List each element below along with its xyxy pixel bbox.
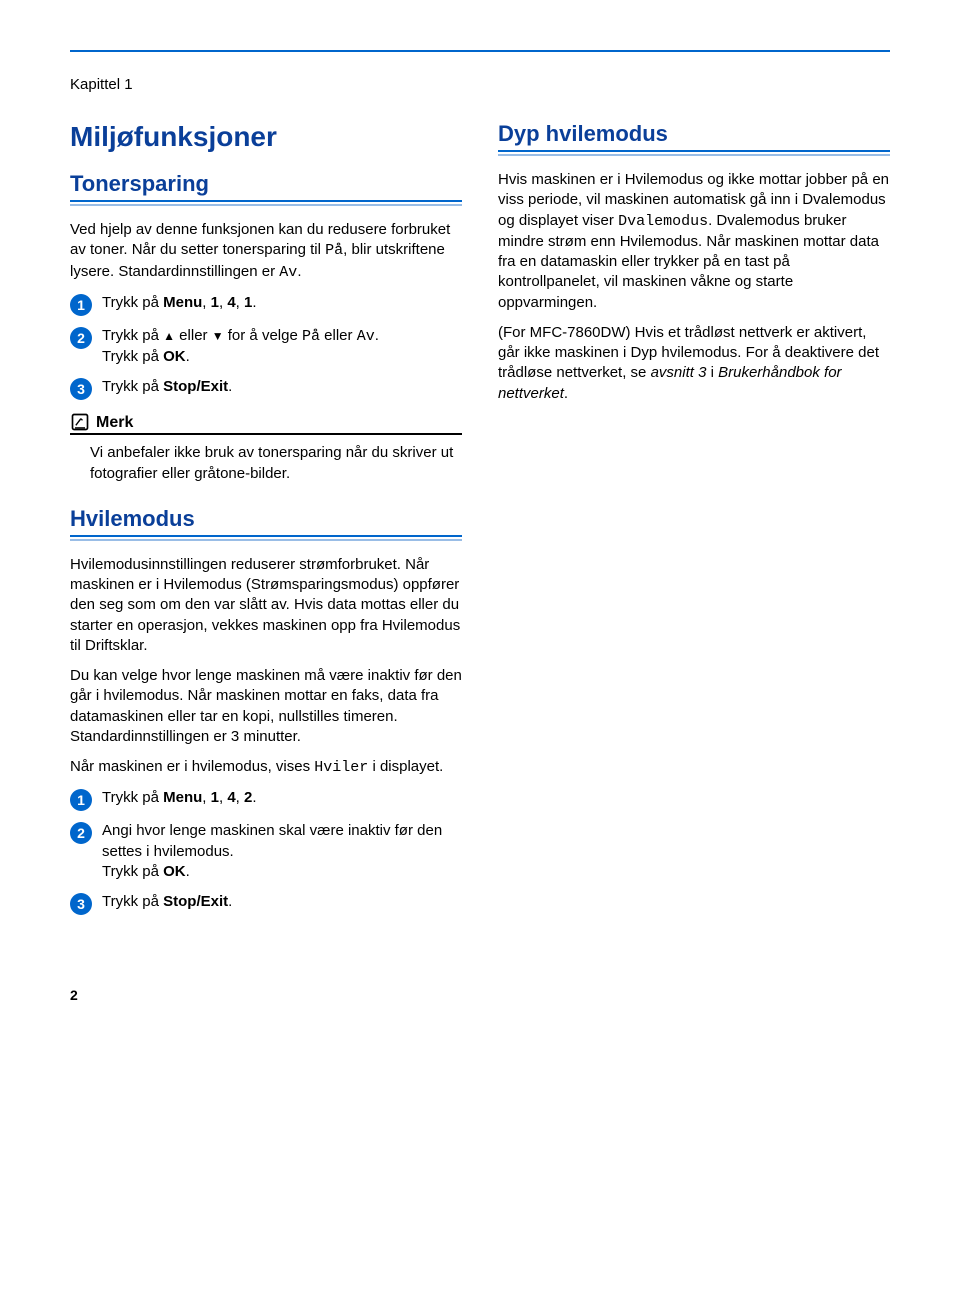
- text: .: [297, 263, 301, 280]
- step-number-badge: 2: [70, 327, 92, 349]
- up-arrow-icon: ▲: [163, 329, 175, 343]
- step-text: Trykk på Stop/Exit.: [102, 892, 462, 912]
- text: .: [375, 327, 379, 344]
- step: 3 Trykk på Stop/Exit.: [70, 892, 462, 915]
- step-number-badge: 1: [70, 789, 92, 811]
- text: Trykk på: [102, 294, 163, 311]
- step: 2 Trykk på ▲ eller ▼ for å velge På elle…: [70, 326, 462, 368]
- chapter-label: Kapittel 1: [70, 76, 890, 93]
- dyp-p2: (For MFC-7860DW) Hvis et trådløst nettve…: [498, 323, 890, 404]
- text: Når maskinen er i hvilemodus, vises: [70, 758, 314, 775]
- step: 1 Trykk på Menu, 1, 4, 1.: [70, 293, 462, 316]
- mono-text: På: [325, 242, 343, 259]
- tonersparing-title: Tonersparing: [70, 171, 462, 197]
- key-label: OK: [163, 348, 186, 365]
- text: eller: [175, 327, 212, 344]
- mono-text: På: [302, 328, 320, 345]
- step: 3 Trykk på Stop/Exit.: [70, 377, 462, 400]
- page-number: 2: [70, 987, 890, 1003]
- text: Angi hvor lenge maskinen skal være inakt…: [102, 822, 442, 859]
- mono-text: Dvalemodus: [618, 213, 708, 230]
- hvilemodus-p3: Når maskinen er i hvilemodus, vises Hvil…: [70, 757, 462, 778]
- step-text: Trykk på Stop/Exit.: [102, 377, 462, 397]
- subsection-rule: [498, 150, 890, 156]
- text: .: [252, 294, 256, 311]
- note-title: Merk: [96, 414, 133, 432]
- text: Trykk på: [102, 348, 163, 365]
- left-column: Miljøfunksjoner Tonersparing Ved hjelp a…: [70, 121, 462, 927]
- subsection-rule: [70, 200, 462, 206]
- text: .: [228, 893, 232, 910]
- key-label: 1: [211, 294, 219, 311]
- step: 1 Trykk på Menu, 1, 4, 2.: [70, 788, 462, 811]
- dyp-title: Dyp hvilemodus: [498, 121, 890, 147]
- text: .: [252, 789, 256, 806]
- step-text: Trykk på Menu, 1, 4, 1.: [102, 293, 462, 313]
- text: .: [186, 348, 190, 365]
- dyp-p1: Hvis maskinen er i Hvilemodus og ikke mo…: [498, 170, 890, 313]
- step-number-badge: 3: [70, 378, 92, 400]
- top-rule: [70, 50, 890, 52]
- step-number-badge: 1: [70, 294, 92, 316]
- key-label: Menu: [163, 294, 202, 311]
- text: eller: [320, 327, 357, 344]
- text: Trykk på: [102, 327, 163, 344]
- key-label: 1: [211, 789, 219, 806]
- mono-text: Av: [357, 328, 375, 345]
- content-columns: Miljøfunksjoner Tonersparing Ved hjelp a…: [70, 121, 890, 927]
- text: Trykk på: [102, 893, 163, 910]
- step-number-badge: 3: [70, 893, 92, 915]
- text: Trykk på: [102, 789, 163, 806]
- key-label: Menu: [163, 789, 202, 806]
- key-label: Stop/Exit: [163, 893, 228, 910]
- mono-text: Av: [279, 264, 297, 281]
- text: ,: [202, 789, 210, 806]
- note-icon: [70, 412, 90, 432]
- text: i displayet.: [368, 758, 443, 775]
- tonersparing-steps: 1 Trykk på Menu, 1, 4, 1. 2 Trykk på ▲ e…: [70, 293, 462, 401]
- hvilemodus-p2: Du kan velge hvor lenge maskinen må være…: [70, 666, 462, 747]
- page: Kapittel 1 Miljøfunksjoner Tonersparing …: [0, 0, 960, 1033]
- step-text: Trykk på Menu, 1, 4, 2.: [102, 788, 462, 808]
- text: for å velge: [224, 327, 302, 344]
- step-number-badge: 2: [70, 822, 92, 844]
- note-box: Merk Vi anbefaler ikke bruk av tonerspar…: [70, 412, 462, 484]
- key-label: 4: [227, 294, 235, 311]
- step-text: Angi hvor lenge maskinen skal være inakt…: [102, 821, 462, 882]
- hvilemodus-p1: Hvilemodusinnstillingen reduserer strømf…: [70, 555, 462, 656]
- text: Trykk på: [102, 863, 163, 880]
- key-label: Stop/Exit: [163, 378, 228, 395]
- mono-text: Hviler: [314, 759, 368, 776]
- italic-text: avsnitt 3: [651, 364, 707, 381]
- key-label: OK: [163, 863, 186, 880]
- text: i: [706, 364, 718, 381]
- section-title: Miljøfunksjoner: [70, 121, 462, 153]
- text: Trykk på: [102, 378, 163, 395]
- text: .: [228, 378, 232, 395]
- note-header: Merk: [70, 412, 462, 435]
- text: .: [564, 385, 568, 402]
- note-body: Vi anbefaler ikke bruk av tonersparing n…: [70, 435, 462, 484]
- hvilemodus-steps: 1 Trykk på Menu, 1, 4, 2. 2 Angi hvor le…: [70, 788, 462, 915]
- text: ,: [202, 294, 210, 311]
- step-text: Trykk på ▲ eller ▼ for å velge På eller …: [102, 326, 462, 368]
- right-column: Dyp hvilemodus Hvis maskinen er i Hvilem…: [498, 121, 890, 927]
- text: .: [186, 863, 190, 880]
- down-arrow-icon: ▼: [212, 329, 224, 343]
- key-label: 4: [227, 789, 235, 806]
- step: 2 Angi hvor lenge maskinen skal være ina…: [70, 821, 462, 882]
- tonersparing-intro: Ved hjelp av denne funksjonen kan du red…: [70, 220, 462, 283]
- subsection-rule: [70, 535, 462, 541]
- hvilemodus-title: Hvilemodus: [70, 506, 462, 532]
